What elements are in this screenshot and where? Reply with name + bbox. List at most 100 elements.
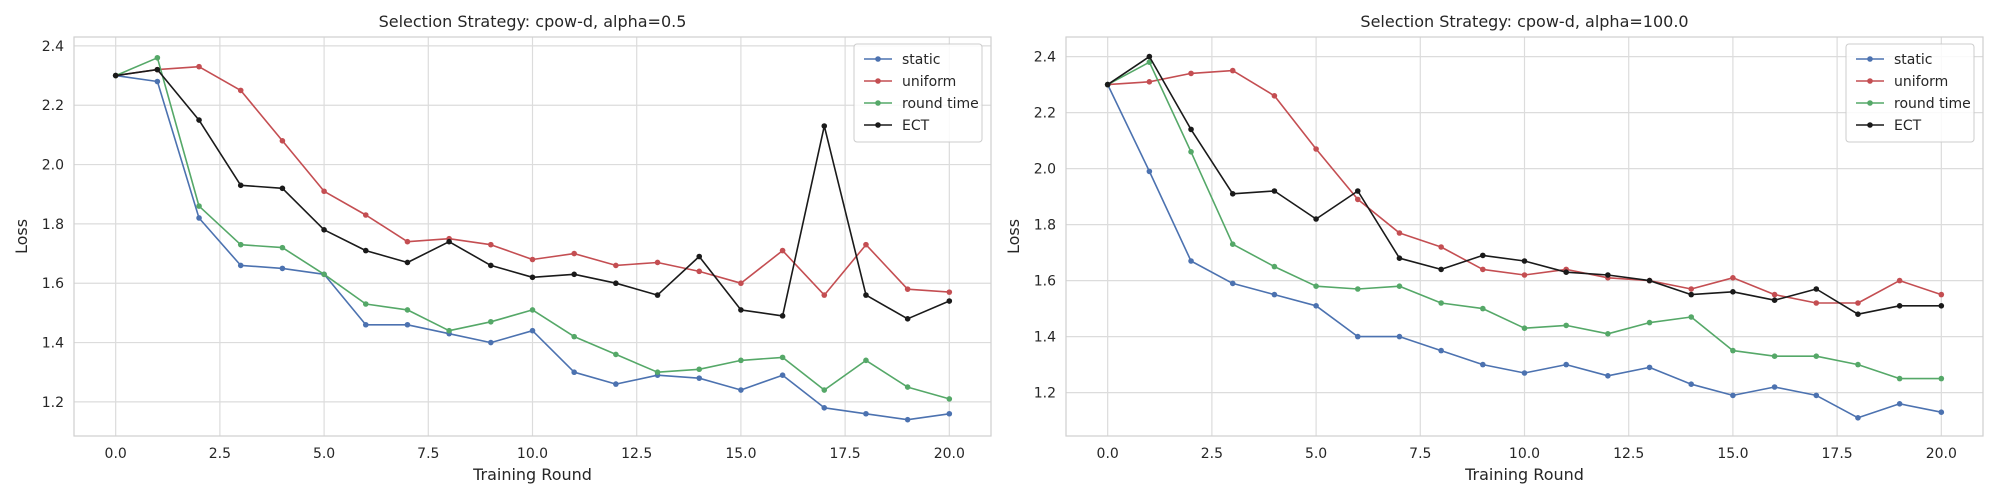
data-point bbox=[1271, 93, 1278, 99]
data-point bbox=[1188, 258, 1194, 264]
data-point bbox=[1730, 347, 1736, 354]
data-point bbox=[1313, 216, 1319, 222]
data-point bbox=[654, 259, 661, 266]
data-point bbox=[1188, 149, 1194, 155]
data-point bbox=[1605, 373, 1611, 379]
legend-box bbox=[853, 43, 983, 143]
y-tick-label: 2.4 bbox=[42, 39, 64, 55]
data-point bbox=[488, 318, 494, 325]
data-point bbox=[1229, 191, 1236, 197]
data-point bbox=[863, 241, 869, 248]
data-point bbox=[1855, 415, 1861, 421]
x-tick-label: 5.0 bbox=[1305, 446, 1327, 462]
y-tick-label: 1.2 bbox=[42, 395, 64, 411]
x-tick-label: 10.0 bbox=[517, 446, 548, 462]
data-point bbox=[154, 66, 161, 73]
data-point bbox=[1229, 67, 1236, 74]
data-point bbox=[1813, 353, 1820, 360]
plot-frame bbox=[73, 36, 992, 437]
data-point bbox=[529, 307, 536, 313]
data-point bbox=[446, 327, 452, 334]
data-point bbox=[946, 410, 953, 417]
x-tick-label: 5.0 bbox=[313, 446, 335, 462]
data-point bbox=[529, 274, 536, 281]
legend-swatch-marker bbox=[875, 100, 881, 106]
data-point bbox=[154, 78, 161, 85]
data-point bbox=[529, 327, 536, 334]
legend-swatch-marker bbox=[1867, 56, 1873, 62]
data-point bbox=[1771, 291, 1778, 298]
legend-label: ECT bbox=[902, 118, 930, 134]
y-tick-label: 1.2 bbox=[1034, 386, 1056, 402]
data-point bbox=[738, 387, 744, 393]
data-point bbox=[404, 321, 411, 328]
y-tick-label: 1.8 bbox=[42, 217, 64, 233]
data-point bbox=[1688, 291, 1695, 298]
data-point bbox=[154, 54, 161, 61]
data-point bbox=[1855, 311, 1861, 318]
data-point bbox=[237, 241, 244, 248]
legend-box bbox=[1845, 43, 1975, 143]
data-point bbox=[1771, 297, 1778, 304]
data-point bbox=[863, 410, 869, 417]
y-axis-label: Loss bbox=[1004, 219, 1023, 254]
x-tick-label: 0.0 bbox=[1097, 446, 1119, 462]
data-point bbox=[738, 307, 744, 313]
x-tick-label: 20.0 bbox=[934, 446, 965, 462]
legend: static uniform round time ECT bbox=[853, 43, 983, 143]
series-round-time bbox=[1104, 59, 1945, 382]
data-point bbox=[1438, 347, 1444, 354]
data-point bbox=[1563, 269, 1569, 276]
data-point bbox=[196, 215, 202, 221]
data-point bbox=[321, 188, 327, 195]
data-point bbox=[1896, 303, 1903, 309]
data-point bbox=[821, 123, 828, 129]
y-tick-label: 1.6 bbox=[1034, 274, 1056, 290]
legend-label: uniform bbox=[902, 74, 956, 90]
data-point bbox=[237, 262, 244, 269]
data-point bbox=[946, 396, 953, 402]
data-point bbox=[571, 271, 577, 278]
data-point bbox=[321, 271, 327, 278]
data-point bbox=[1813, 300, 1820, 306]
data-point bbox=[1938, 291, 1945, 298]
data-point bbox=[1396, 230, 1403, 236]
chart-title: Selection Strategy: cpow-d, alpha=0.5 bbox=[379, 12, 687, 31]
data-point bbox=[404, 307, 411, 313]
data-point bbox=[404, 259, 411, 266]
data-point bbox=[1938, 375, 1945, 382]
data-point bbox=[196, 203, 202, 209]
x-tick-label: 15.0 bbox=[1717, 446, 1748, 462]
x-tick-label: 12.5 bbox=[621, 446, 652, 462]
x-tick-label: 0.0 bbox=[105, 446, 127, 462]
data-point bbox=[571, 369, 577, 376]
data-point bbox=[1229, 280, 1236, 287]
data-point bbox=[1646, 364, 1653, 371]
data-point bbox=[1438, 244, 1444, 250]
data-point bbox=[362, 301, 369, 307]
data-point bbox=[1563, 361, 1569, 368]
y-axis-label: Loss bbox=[12, 219, 31, 254]
data-point bbox=[1688, 381, 1695, 388]
data-point bbox=[1646, 319, 1653, 326]
data-point bbox=[1229, 241, 1236, 247]
data-point bbox=[1521, 258, 1528, 264]
data-point bbox=[279, 244, 286, 251]
data-point bbox=[904, 384, 911, 390]
data-point bbox=[1480, 361, 1486, 368]
data-point bbox=[613, 351, 619, 358]
y-tick-label: 1.4 bbox=[1034, 330, 1056, 346]
data-point bbox=[362, 321, 369, 328]
data-point bbox=[488, 339, 494, 346]
data-point bbox=[696, 268, 703, 275]
y-tick-label: 1.4 bbox=[42, 336, 64, 352]
data-point bbox=[488, 241, 494, 248]
data-point bbox=[362, 247, 369, 254]
data-point bbox=[237, 87, 244, 94]
x-tick-label: 15.0 bbox=[725, 446, 756, 462]
data-point bbox=[821, 405, 828, 411]
data-point bbox=[1688, 314, 1695, 320]
legend: static uniform round time ECT bbox=[1845, 43, 1975, 143]
data-point bbox=[362, 212, 369, 218]
x-tick-label: 2.5 bbox=[209, 446, 231, 462]
